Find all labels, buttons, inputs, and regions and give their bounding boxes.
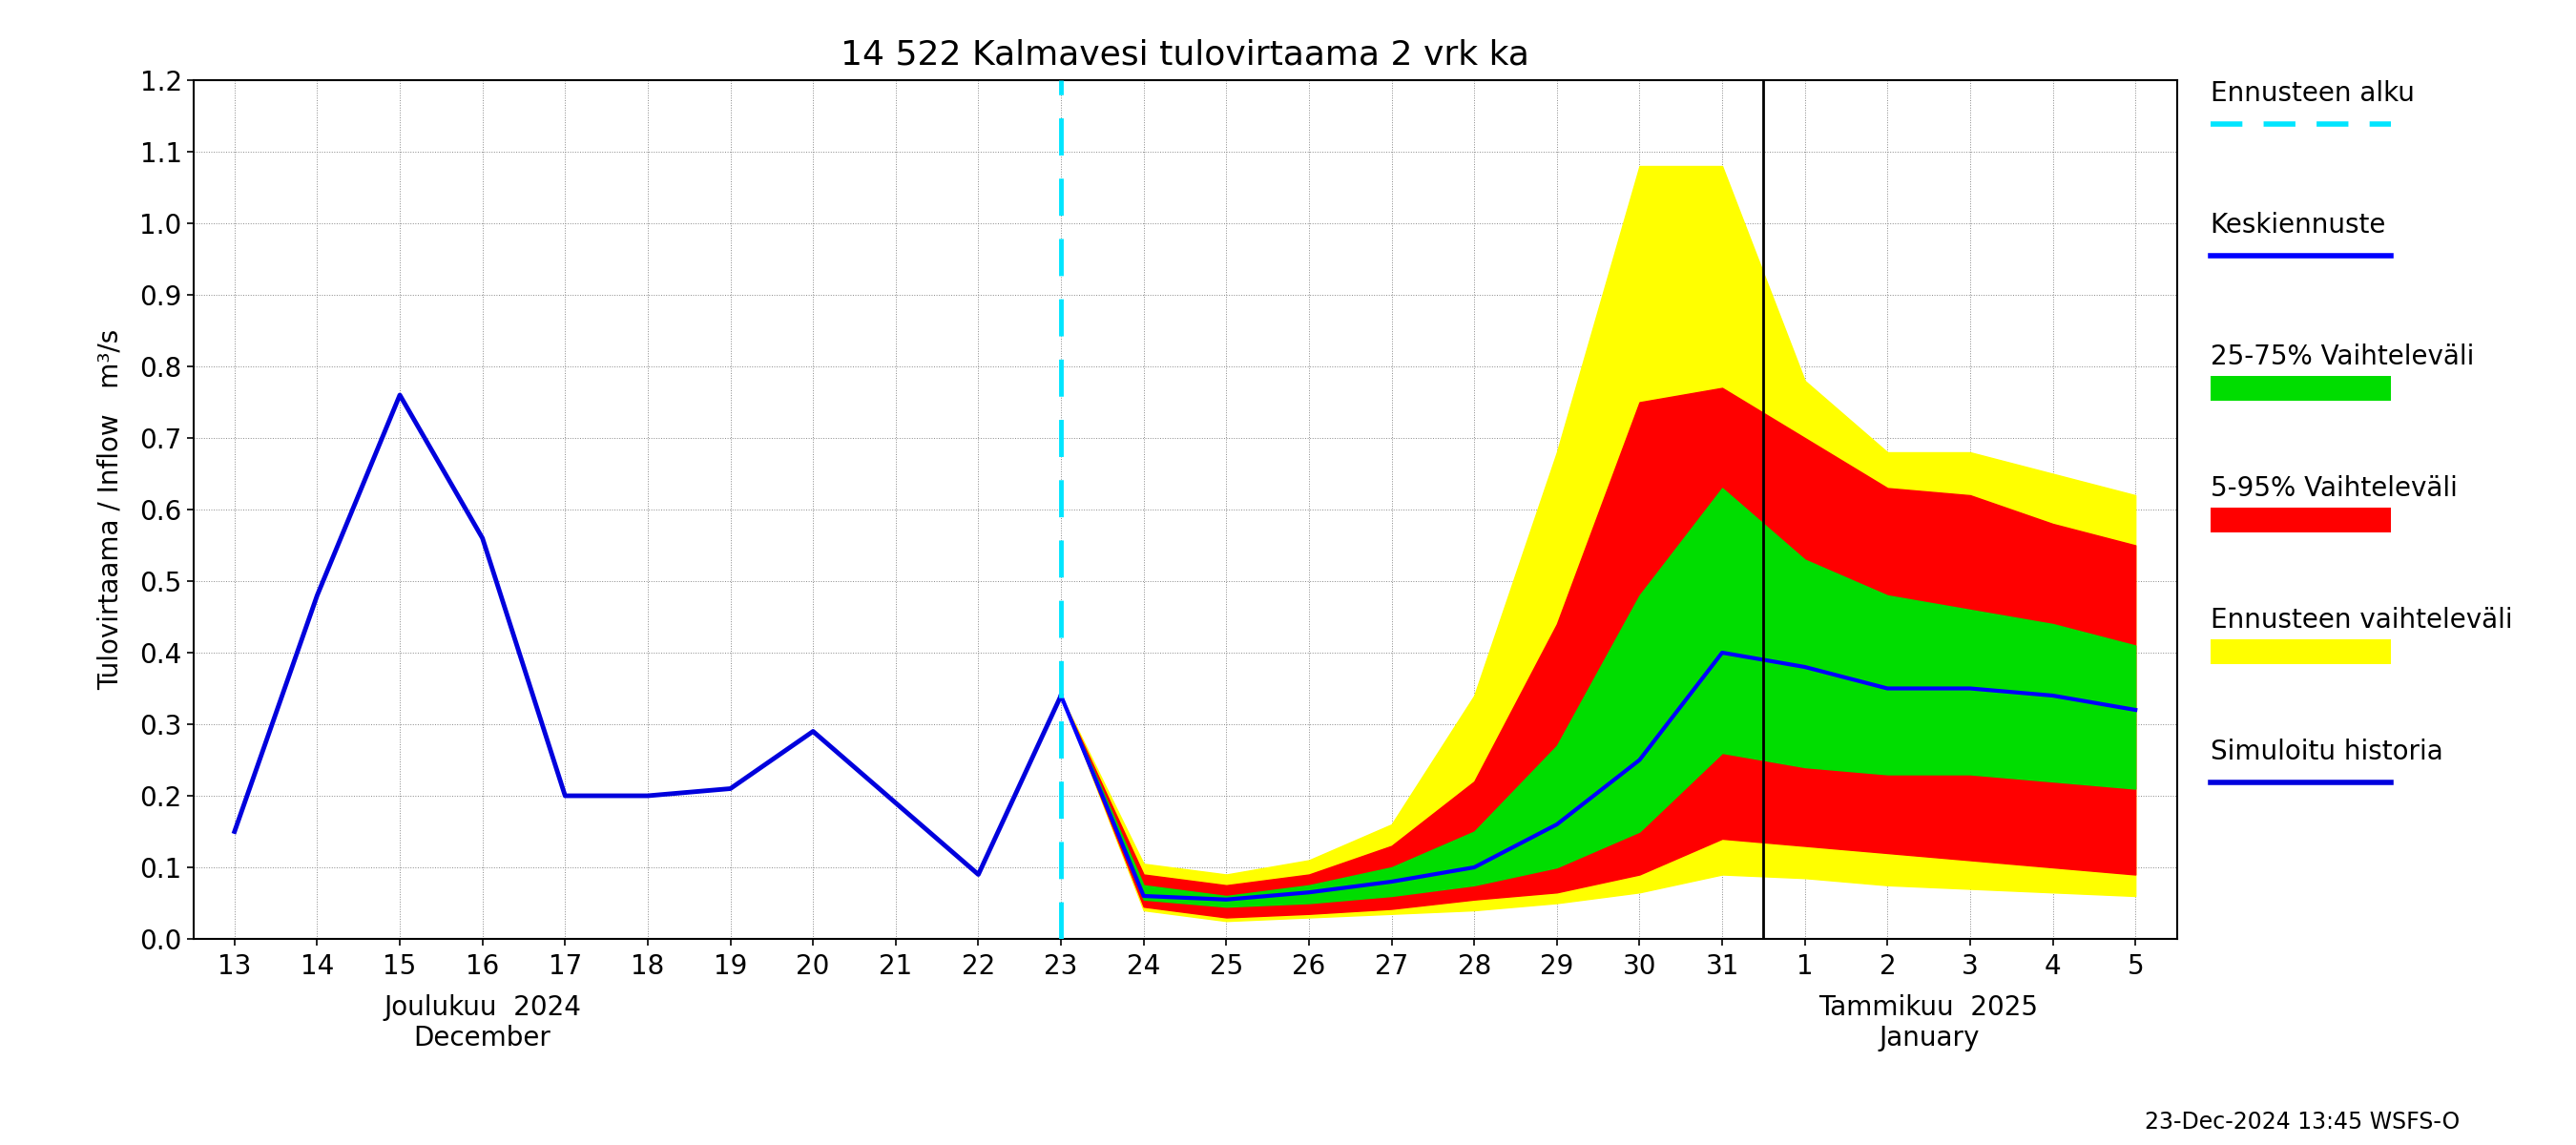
Text: Ennusteen alku: Ennusteen alku (2210, 80, 2414, 106)
Text: Ennusteen vaihteleväli: Ennusteen vaihteleväli (2210, 607, 2512, 633)
Text: Simuloitu historia: Simuloitu historia (2210, 739, 2442, 765)
Text: December: December (415, 1025, 551, 1052)
Text: Tammikuu  2025: Tammikuu 2025 (1819, 995, 2038, 1021)
Text: January: January (1878, 1025, 1978, 1052)
Text: 25-75% Vaihteleväli: 25-75% Vaihteleväli (2210, 344, 2473, 370)
Text: Joulukuu  2024: Joulukuu 2024 (384, 995, 582, 1021)
Text: 23-Dec-2024 13:45 WSFS-O: 23-Dec-2024 13:45 WSFS-O (2146, 1111, 2460, 1134)
Y-axis label: Tulovirtaama / Inflow   m³/s: Tulovirtaama / Inflow m³/s (98, 329, 124, 690)
Title: 14 522 Kalmavesi tulovirtaama 2 vrk ka: 14 522 Kalmavesi tulovirtaama 2 vrk ka (840, 39, 1530, 71)
Text: 5-95% Vaihteleväli: 5-95% Vaihteleväli (2210, 475, 2458, 502)
Text: Keskiennuste: Keskiennuste (2210, 212, 2385, 238)
